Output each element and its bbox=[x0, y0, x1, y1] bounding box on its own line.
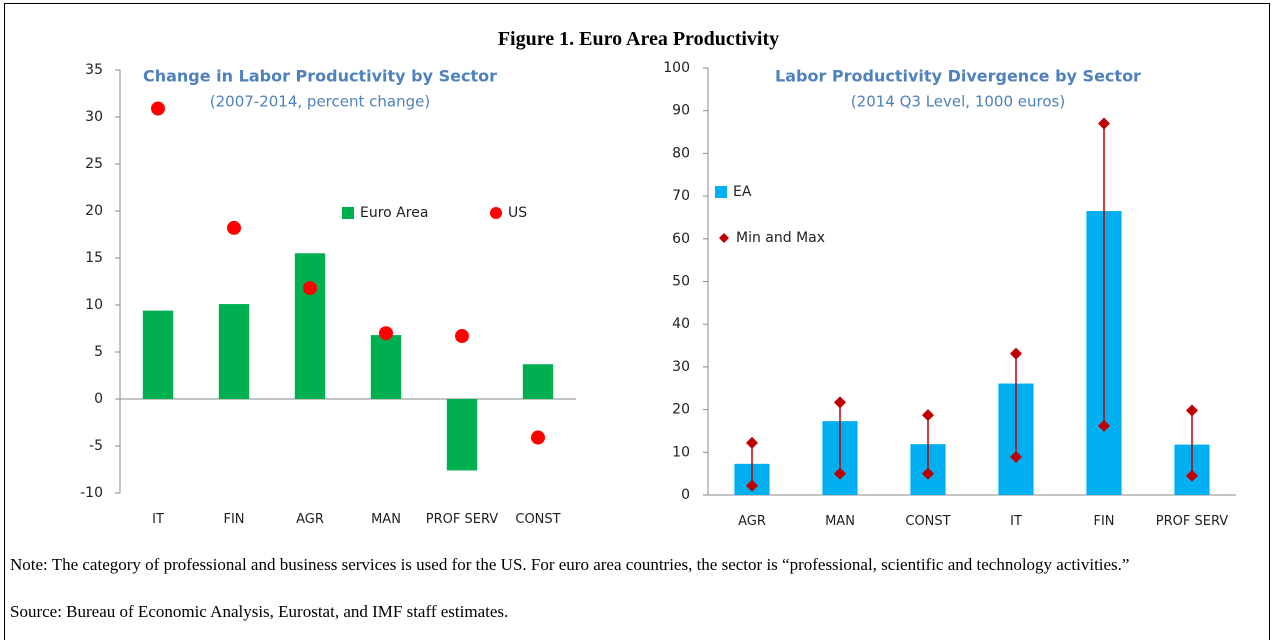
legend-label: EA bbox=[733, 184, 752, 200]
max-marker bbox=[1010, 347, 1022, 360]
chart-subtitle: (2014 Q3 Level, 1000 euros) bbox=[851, 93, 1065, 111]
point bbox=[303, 281, 317, 296]
frame bbox=[4, 3, 1270, 640]
y-tick-label: 5 bbox=[94, 344, 103, 360]
y-tick-label: 40 bbox=[672, 316, 690, 332]
y-tick-label: 30 bbox=[85, 109, 103, 125]
note: Note: The category of professional and b… bbox=[10, 555, 1130, 574]
x-tick-label: PROF SERV bbox=[1155, 514, 1229, 529]
y-tick-label: 70 bbox=[672, 188, 690, 204]
y-tick-label: 100 bbox=[663, 60, 690, 76]
max-marker bbox=[834, 396, 846, 409]
y-tick-label: 35 bbox=[85, 62, 103, 78]
chart-subtitle: (2007-2014, percent change) bbox=[210, 93, 430, 111]
x-tick-label: CONST bbox=[905, 514, 951, 529]
legend-swatch bbox=[715, 186, 727, 198]
y-tick-label: 0 bbox=[681, 487, 690, 503]
bar bbox=[522, 364, 554, 399]
bar bbox=[446, 399, 478, 471]
x-tick-label: IT bbox=[152, 512, 164, 527]
y-tick-label: 90 bbox=[672, 103, 690, 119]
y-tick-label: -10 bbox=[80, 485, 103, 501]
y-tick-label: 25 bbox=[85, 156, 103, 172]
point bbox=[531, 430, 545, 445]
x-tick-label: PROF SERV bbox=[425, 512, 499, 527]
y-tick-label: 15 bbox=[85, 250, 103, 266]
min-marker bbox=[922, 467, 934, 480]
y-tick-label: 20 bbox=[672, 402, 690, 418]
chart-title: Change in Labor Productivity by Sector bbox=[143, 67, 497, 86]
legend-swatch bbox=[719, 233, 729, 243]
min-marker bbox=[746, 479, 758, 492]
bar bbox=[142, 310, 174, 399]
bar bbox=[370, 335, 402, 399]
x-tick-label: AGR bbox=[296, 512, 324, 527]
y-tick-label: 20 bbox=[85, 203, 103, 219]
x-tick-label: MAN bbox=[825, 514, 855, 529]
bar bbox=[294, 253, 326, 399]
x-tick-label: MAN bbox=[371, 512, 401, 527]
point bbox=[455, 329, 469, 344]
min-marker bbox=[1186, 469, 1198, 482]
min-marker bbox=[834, 467, 846, 480]
x-tick-label: FIN bbox=[223, 512, 245, 527]
point bbox=[227, 220, 241, 235]
max-marker bbox=[1098, 117, 1110, 130]
y-tick-label: 30 bbox=[672, 359, 690, 375]
point bbox=[151, 101, 165, 116]
legend-label: Min and Max bbox=[736, 230, 825, 246]
legend-label: Euro Area bbox=[360, 205, 428, 221]
min-marker bbox=[1098, 419, 1110, 432]
bar bbox=[218, 304, 250, 399]
min-marker bbox=[1010, 450, 1022, 463]
figure-title: Figure 1. Euro Area Productivity bbox=[497, 28, 780, 50]
max-marker bbox=[746, 436, 758, 449]
x-tick-label: AGR bbox=[738, 514, 766, 529]
y-tick-label: 0 bbox=[94, 391, 103, 407]
max-marker bbox=[1186, 404, 1198, 417]
y-tick-label: 60 bbox=[672, 231, 690, 247]
x-tick-label: CONST bbox=[515, 512, 561, 527]
y-tick-label: 10 bbox=[672, 444, 690, 460]
y-tick-label: 80 bbox=[672, 145, 690, 161]
legend-swatch bbox=[342, 207, 354, 219]
y-tick-label: 10 bbox=[85, 297, 103, 313]
x-tick-label: FIN bbox=[1093, 514, 1115, 529]
max-marker bbox=[922, 409, 934, 422]
source: Source: Bureau of Economic Analysis, Eur… bbox=[10, 602, 509, 621]
y-tick-label: -5 bbox=[89, 438, 103, 454]
legend-label: US bbox=[508, 205, 527, 221]
legend-swatch bbox=[490, 207, 502, 219]
y-tick-label: 50 bbox=[672, 274, 690, 290]
chart-title: Labor Productivity Divergence by Sector bbox=[775, 67, 1141, 86]
x-tick-label: IT bbox=[1010, 514, 1022, 529]
point bbox=[379, 326, 393, 341]
